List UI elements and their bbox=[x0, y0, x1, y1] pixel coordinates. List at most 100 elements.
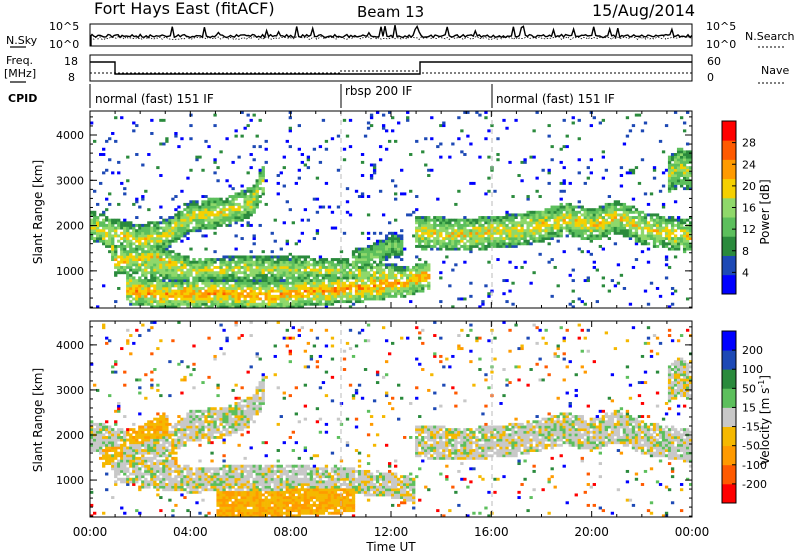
power-cell bbox=[255, 294, 259, 298]
power-cell bbox=[685, 168, 690, 172]
power-cell bbox=[282, 292, 286, 296]
power-cell bbox=[159, 265, 163, 269]
power-cell bbox=[628, 171, 633, 175]
velocity-cell bbox=[159, 449, 163, 452]
power-cell bbox=[418, 265, 422, 269]
power-cell bbox=[384, 281, 389, 285]
power-cell bbox=[213, 284, 217, 288]
power-cell bbox=[201, 273, 205, 277]
velocity-cell bbox=[201, 485, 205, 489]
power-cell bbox=[147, 265, 151, 269]
power-cell bbox=[366, 263, 371, 267]
power-cell bbox=[556, 226, 560, 230]
power-cell bbox=[207, 265, 211, 269]
colorbar-swatch bbox=[722, 255, 736, 276]
power-cell bbox=[604, 168, 609, 172]
power-cell bbox=[430, 244, 434, 248]
power-cell bbox=[240, 111, 244, 114]
power-cell bbox=[237, 305, 241, 309]
power-cell bbox=[345, 286, 350, 290]
power-cell bbox=[174, 263, 178, 267]
power-cell bbox=[415, 218, 419, 222]
velocity-cell bbox=[111, 430, 115, 434]
power-cell bbox=[577, 226, 581, 230]
velocity-cell bbox=[147, 441, 151, 445]
power-cell bbox=[264, 276, 268, 280]
power-cell bbox=[556, 210, 560, 214]
power-cell bbox=[403, 247, 407, 251]
power-cell bbox=[135, 216, 139, 219]
power-cell bbox=[234, 292, 238, 296]
power-cell bbox=[147, 284, 151, 288]
power-cell bbox=[234, 273, 238, 277]
power-cell bbox=[138, 289, 142, 293]
power-cell bbox=[409, 213, 413, 217]
power-cell bbox=[381, 292, 386, 296]
power-cell bbox=[129, 302, 133, 306]
power-cell bbox=[571, 208, 575, 212]
power-cell bbox=[240, 286, 244, 290]
power-cell bbox=[583, 237, 587, 241]
power-cell bbox=[294, 281, 298, 285]
power-cell bbox=[207, 200, 211, 204]
power-cell bbox=[222, 300, 226, 304]
power-cell bbox=[384, 244, 389, 248]
velocity-cell bbox=[93, 428, 97, 432]
power-cell bbox=[673, 176, 678, 180]
power-cell bbox=[547, 242, 551, 246]
power-cell bbox=[282, 297, 286, 301]
power-cell bbox=[315, 231, 320, 235]
velocity-cell bbox=[132, 451, 136, 455]
power-cell bbox=[270, 231, 274, 235]
power-cell bbox=[577, 231, 581, 235]
power-cell bbox=[129, 286, 133, 290]
power-cell bbox=[165, 302, 169, 306]
power-cell bbox=[634, 216, 639, 219]
power-cell bbox=[484, 111, 488, 114]
velocity-cell bbox=[93, 435, 97, 439]
power-cell bbox=[427, 231, 431, 235]
power-cell bbox=[300, 300, 305, 304]
power-cell bbox=[394, 263, 398, 267]
power-cell bbox=[192, 279, 196, 283]
power-cell bbox=[436, 239, 440, 243]
velocity-cell bbox=[153, 469, 157, 473]
velocity-cell bbox=[198, 459, 202, 463]
power-cell bbox=[171, 305, 175, 309]
power-cell bbox=[631, 216, 636, 219]
power-cell bbox=[391, 244, 395, 248]
power-cell bbox=[412, 273, 416, 277]
velocity-cell bbox=[192, 422, 196, 426]
power-cell bbox=[547, 134, 551, 138]
power-cell bbox=[93, 189, 97, 193]
power-cell bbox=[345, 300, 350, 304]
power-cell bbox=[204, 271, 208, 275]
power-cell bbox=[171, 258, 175, 262]
power-cell bbox=[400, 265, 404, 269]
power-cell bbox=[135, 244, 139, 248]
power-cell bbox=[267, 265, 271, 269]
power-cell bbox=[168, 260, 172, 264]
power-cell bbox=[378, 244, 383, 248]
velocity-cell bbox=[123, 370, 127, 374]
power-cell bbox=[460, 229, 464, 233]
power-cell bbox=[168, 216, 172, 219]
power-cell bbox=[577, 297, 581, 301]
date-title: 15/Aug/2014 bbox=[592, 1, 695, 20]
power-cell bbox=[198, 294, 202, 298]
power-cell bbox=[619, 223, 624, 227]
power-cell bbox=[306, 158, 311, 162]
power-cell bbox=[222, 216, 226, 219]
power-cell bbox=[117, 244, 121, 248]
velocity-cell bbox=[159, 446, 163, 450]
power-cell bbox=[397, 289, 401, 293]
power-cell bbox=[520, 216, 524, 219]
velocity-cell bbox=[174, 438, 178, 442]
power-cell bbox=[171, 218, 175, 222]
power-cell bbox=[643, 226, 648, 230]
power-cell bbox=[321, 281, 326, 285]
power-cell bbox=[595, 213, 599, 217]
power-cell bbox=[378, 294, 383, 298]
power-cell bbox=[526, 216, 530, 219]
power-cell bbox=[294, 292, 298, 296]
